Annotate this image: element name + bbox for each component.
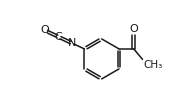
Text: O: O (129, 24, 138, 34)
Text: CH₃: CH₃ (143, 60, 162, 70)
Text: N: N (68, 38, 76, 48)
Text: C: C (55, 32, 63, 42)
Text: O: O (40, 25, 49, 35)
